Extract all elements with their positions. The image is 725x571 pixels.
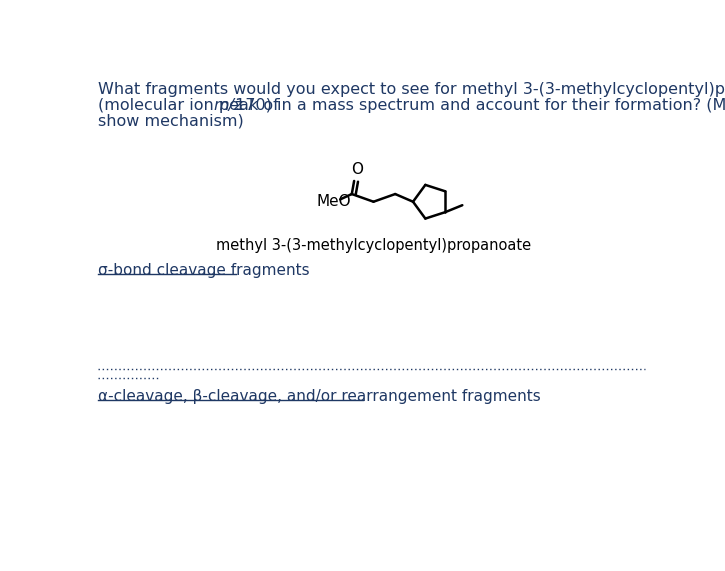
Text: m/z: m/z — [213, 98, 242, 113]
Text: MeO: MeO — [316, 194, 351, 209]
Text: show mechanism): show mechanism) — [99, 113, 244, 128]
Text: α-cleavage, β-cleavage, and/or rearrangement fragments: α-cleavage, β-cleavage, and/or rearrange… — [99, 389, 541, 404]
Text: methyl 3-(3-methylcyclopentyl)propanoate: methyl 3-(3-methylcyclopentyl)propanoate — [216, 238, 531, 253]
Text: (molecular ion peak of: (molecular ion peak of — [99, 98, 284, 113]
Text: What fragments would you expect to see for methyl 3-(3-methylcyclopentyl)propano: What fragments would you expect to see f… — [99, 82, 725, 98]
Text: σ-bond cleavage fragments: σ-bond cleavage fragments — [99, 263, 310, 278]
Text: 170) in a mass spectrum and account for their formation? (Meaning: 170) in a mass spectrum and account for … — [230, 98, 725, 113]
Text: O: O — [351, 162, 363, 177]
